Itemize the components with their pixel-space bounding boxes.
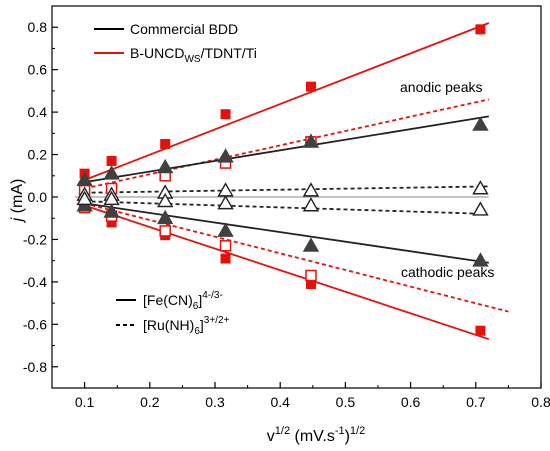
- point-b-uncd-ru-cathodic: [219, 240, 232, 252]
- point-bdd-fe-cathodic: [156, 209, 174, 225]
- point-b-uncd-fe-anodic: [106, 155, 117, 166]
- y-tick-label: 0.4: [28, 104, 48, 120]
- point-bdd-fe-anodic: [472, 116, 489, 131]
- point-b-uncd-fe-cathodic: [106, 217, 117, 228]
- point-b-uncd-fe-anodic: [220, 109, 231, 120]
- x-tick-label: 0.8: [531, 394, 550, 410]
- point-bdd-ru-cathodic: [76, 190, 93, 206]
- point-bdd-ru-cathodic: [156, 192, 174, 208]
- point-bdd-fe-cathodic: [217, 222, 234, 237]
- y-tick-label: -0.8: [23, 359, 47, 375]
- point-bdd-ru-cathodic: [103, 190, 120, 206]
- point-bdd-fe-anodic: [217, 148, 234, 163]
- point-b-uncd-fe-anodic: [160, 138, 171, 149]
- y-tick-label: 0.6: [28, 62, 48, 78]
- fit-line-b-uncd-fe-cathodic: [84, 204, 490, 341]
- point-b-uncd-ru-cathodic: [159, 225, 171, 237]
- legend-label-ru-nh: [Ru(NH)6]3+/2+: [143, 315, 230, 337]
- point-b-uncd-fe-anodic: [305, 81, 316, 92]
- x-tick-label: 0.4: [270, 394, 290, 410]
- y-tick-label: 0.2: [28, 147, 48, 163]
- point-b-uncd-fe-cathodic: [305, 279, 316, 290]
- plot-area: [74, 22, 509, 341]
- point-bdd-ru-cathodic: [302, 197, 320, 212]
- x-axis-label: v1/2 (mV.s-1)1/2: [267, 425, 365, 445]
- point-bdd-ru-anodic: [302, 182, 320, 197]
- x-tick-label: 0.6: [401, 394, 421, 410]
- y-tick-label: 0.8: [28, 19, 48, 35]
- x-tick-label: 0.1: [75, 394, 95, 410]
- legend-label-fe-cn: [Fe(CN)6]4-/3-: [143, 290, 223, 312]
- fit-line-b-uncd-fe-anodic: [84, 22, 490, 181]
- point-bdd-fe-cathodic: [302, 237, 320, 252]
- point-bdd-fe-cathodic: [103, 203, 120, 218]
- point-bdd-fe-anodic: [156, 158, 174, 174]
- x-tick-label: 0.7: [466, 394, 486, 410]
- y-tick-label: -0.2: [23, 231, 47, 247]
- y-tick-label: 0.0: [28, 189, 48, 205]
- axes: 0.1 0.2 0.3 0.4 0.5 0.6 0.7 0.8 -0.8 -0.6 -0.4 -0.2…: [23, 5, 550, 410]
- x-tick-label: 0.3: [205, 394, 225, 410]
- point-bdd-fe-anodic: [302, 133, 320, 148]
- point-bdd-ru-cathodic: [472, 201, 489, 216]
- y-axis-label: j (mA): [9, 179, 26, 224]
- y-tick-label: -0.6: [23, 316, 47, 332]
- x-tick-label: 0.2: [140, 394, 160, 410]
- point-b-uncd-fe-cathodic: [475, 325, 486, 336]
- point-bdd-fe-cathodic: [472, 252, 489, 267]
- point-bdd-ru-cathodic: [217, 194, 234, 210]
- point-bdd-fe-anodic: [103, 165, 120, 180]
- x-tick-label: 0.5: [336, 394, 356, 410]
- legend-top: Commercial BDD B-UNCDWS/TDNT/Ti: [94, 21, 257, 65]
- fit-line-bdd-ru-anodic: [84, 185, 489, 194]
- fit-line-b-uncd-ru-cathodic: [84, 202, 509, 313]
- y-tick-label: -0.4: [23, 274, 47, 290]
- fit-line-bdd-fe-cathodic: [84, 202, 489, 264]
- point-bdd-fe-anodic: [76, 171, 93, 186]
- legend-label-commercial-bdd: Commercial BDD: [130, 21, 238, 37]
- cathodic-peaks-label: cathodic peaks: [401, 264, 494, 280]
- point-b-uncd-fe-cathodic: [220, 253, 231, 264]
- fit-line-bdd-fe-anodic: [84, 115, 489, 184]
- legend-bottom: [Fe(CN)6]4-/3- [Ru(NH)6]3+/2+: [116, 290, 230, 337]
- legend-label-b-uncd: B-UNCDWS/TDNT/Ti: [130, 45, 257, 65]
- fit-line-bdd-ru-cathodic: [84, 200, 489, 215]
- anodic-peaks-label: anodic peaks: [400, 79, 483, 95]
- fit-line-b-uncd-ru-anodic: [84, 98, 490, 190]
- point-b-uncd-ru-cathodic: [305, 269, 317, 282]
- point-b-uncd-fe-anodic: [475, 24, 486, 35]
- point-bdd-ru-anodic: [472, 180, 489, 195]
